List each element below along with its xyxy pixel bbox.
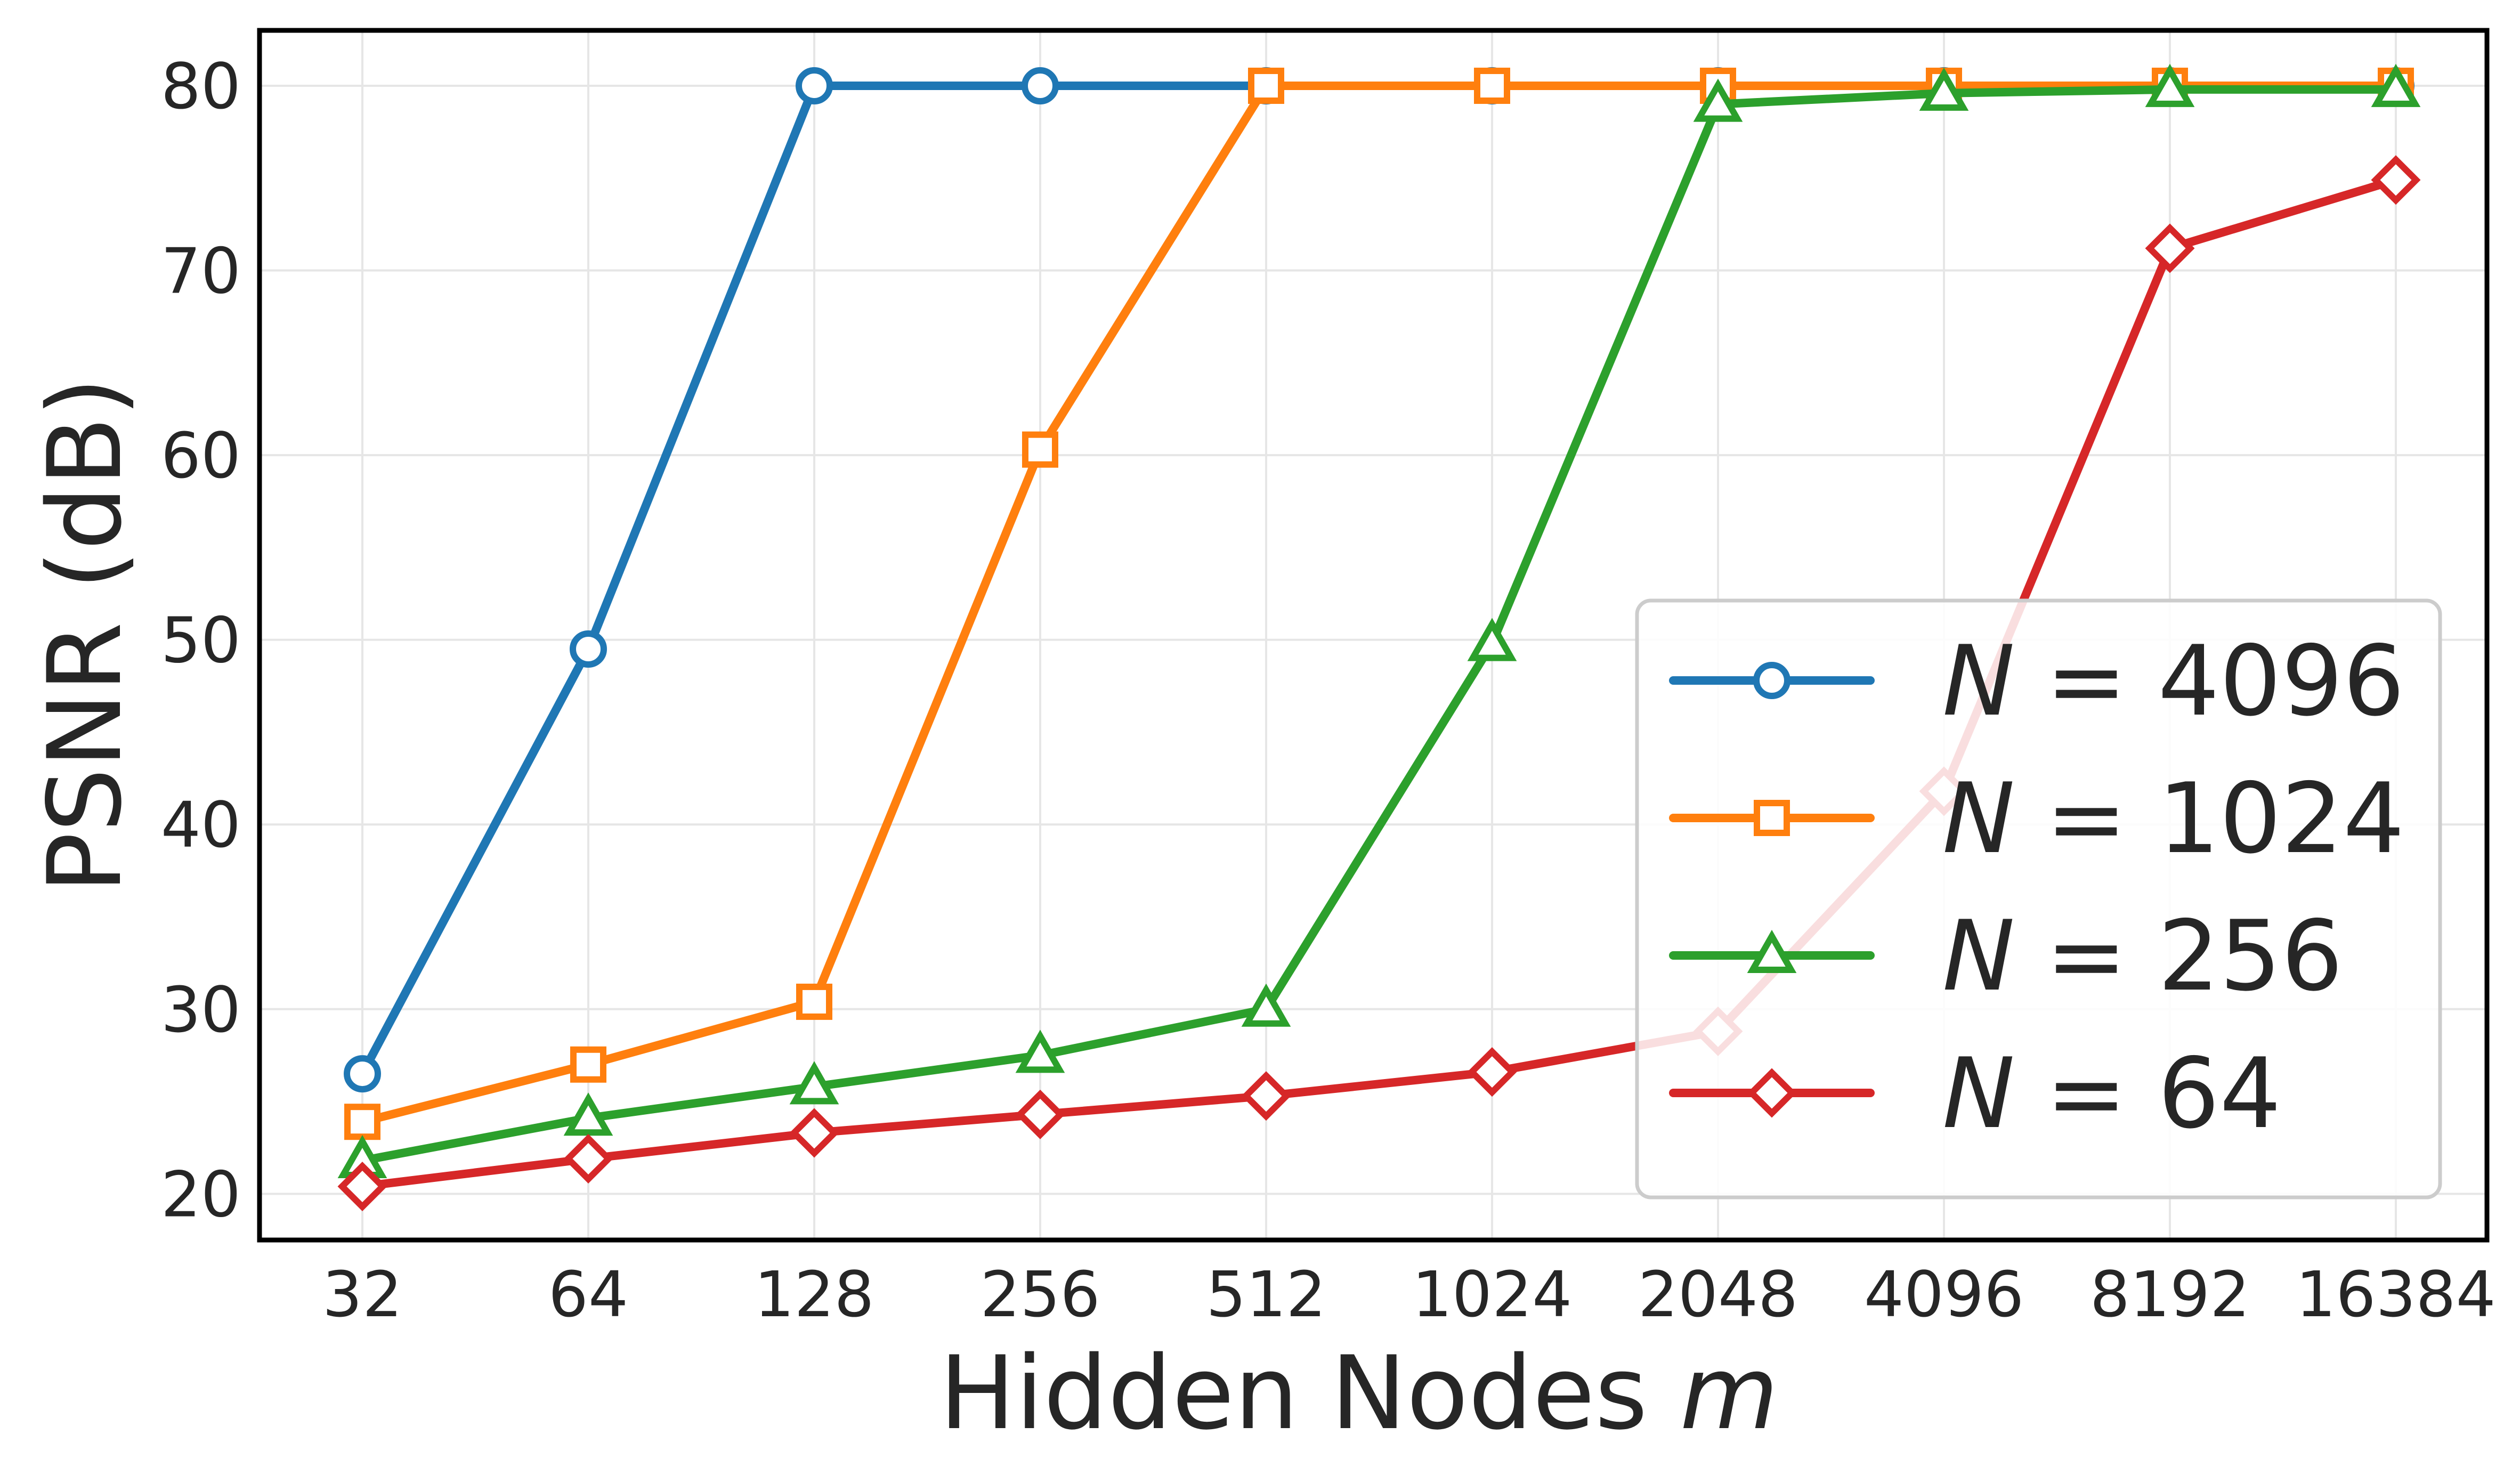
legend-label: N = 4096 xyxy=(1942,625,2405,738)
data-point xyxy=(1241,983,1291,1027)
legend-entry-3: N = 64 xyxy=(1669,1037,2281,1150)
y-tick-label: 20 xyxy=(161,1157,241,1231)
x-axis-label-text: Hidden Nodes xyxy=(939,1334,1648,1452)
data-point xyxy=(1241,1071,1291,1121)
data-point xyxy=(789,1108,839,1158)
y-tick-label: 70 xyxy=(161,234,241,308)
data-point xyxy=(2371,63,2421,107)
legend-marker xyxy=(1747,1068,1797,1118)
series-line xyxy=(358,81,2400,1126)
data-point xyxy=(1693,78,1743,122)
legend-variable: N xyxy=(1942,1037,2015,1150)
data-point xyxy=(1022,431,1058,468)
y-tick-label: 60 xyxy=(161,419,241,492)
legend-label: N = 256 xyxy=(1942,899,2343,1012)
legend-value: = 64 xyxy=(2015,1037,2281,1150)
y-tick-labels: 20 30 40 50 60 70 80 xyxy=(161,50,241,1231)
x-tick-label: 128 xyxy=(754,1258,874,1331)
data-point xyxy=(1015,1089,1065,1139)
x-tick-label: 64 xyxy=(548,1258,628,1331)
legend-variable: N xyxy=(1942,899,2015,1012)
data-point xyxy=(570,630,607,668)
x-axis-label: Hidden Nodes m xyxy=(939,1334,1779,1452)
data-point xyxy=(1919,67,1969,111)
legend-label: N = 1024 xyxy=(1942,762,2405,875)
data-point xyxy=(1015,1030,1065,1073)
data-point xyxy=(2145,63,2195,107)
legend-value: = 1024 xyxy=(2015,762,2404,875)
x-tick-label: 16384 xyxy=(2296,1258,2495,1331)
y-tick-label: 50 xyxy=(161,604,241,677)
legend-marker xyxy=(1754,800,1790,836)
x-tick-labels: 32 64 128 256 512 1024 2048 4096 8192 16384 xyxy=(322,1258,2496,1331)
x-tick-label: 4096 xyxy=(1864,1258,2024,1331)
legend-label: N = 64 xyxy=(1942,1037,2281,1150)
data-point xyxy=(1467,618,1517,661)
legend-entry-0: N = 4096 xyxy=(1669,625,2405,738)
x-tick-label: 256 xyxy=(980,1258,1100,1331)
x-tick-label: 2048 xyxy=(1638,1258,1798,1331)
data-point xyxy=(563,1092,613,1136)
series-layer xyxy=(337,63,2421,1211)
series-line xyxy=(358,85,2400,1165)
x-tick-label: 32 xyxy=(322,1258,402,1331)
data-point xyxy=(789,1061,839,1105)
x-tick-label: 512 xyxy=(1206,1258,1326,1331)
data-point xyxy=(344,1055,381,1093)
data-point xyxy=(344,1104,380,1140)
y-tick-label: 40 xyxy=(161,788,241,862)
legend-entry-2: N = 256 xyxy=(1669,899,2343,1012)
data-point xyxy=(563,1134,613,1184)
legend-marker xyxy=(1753,662,1790,699)
data-point xyxy=(2145,223,2195,273)
data-point xyxy=(2371,155,2421,205)
y-tick-label: 30 xyxy=(161,973,241,1047)
y-axis-label: PSNR (dB) xyxy=(26,377,144,894)
legend-entry-1: N = 1024 xyxy=(1669,762,2405,875)
data-point xyxy=(1022,67,1059,104)
legend-box xyxy=(1635,598,2442,1200)
data-point xyxy=(1467,1047,1517,1097)
legend-value: = 256 xyxy=(2015,899,2343,1012)
legend-variable: N xyxy=(1942,762,2015,875)
series-line xyxy=(358,175,2400,1191)
data-point xyxy=(796,67,833,104)
plot-frame xyxy=(257,28,2490,1243)
legend-marker xyxy=(1747,929,1797,973)
data-point xyxy=(1248,67,1284,104)
x-tick-label: 1024 xyxy=(1412,1258,1572,1331)
data-point xyxy=(796,983,832,1020)
data-point xyxy=(1474,67,1510,104)
data-point xyxy=(337,1162,387,1211)
legend-variable: N xyxy=(1942,625,2015,738)
x-tick-label: 8192 xyxy=(2090,1258,2250,1331)
y-tick-label: 80 xyxy=(161,50,241,123)
data-point xyxy=(570,1046,606,1083)
legend-value: = 4096 xyxy=(2015,625,2404,738)
x-axis-variable: m xyxy=(1680,1334,1778,1452)
